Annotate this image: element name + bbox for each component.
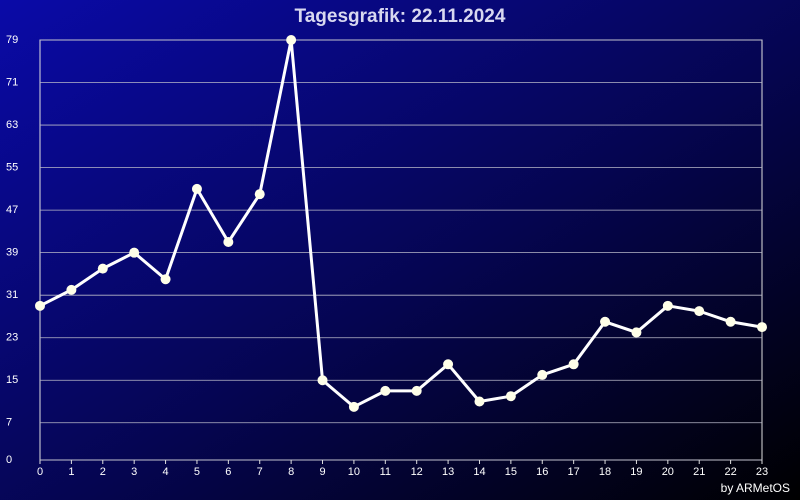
data-point [317, 375, 328, 386]
x-tick-label: 4 [163, 466, 169, 478]
data-point [411, 385, 422, 396]
data-point [380, 385, 391, 396]
x-tick-label: 1 [68, 466, 74, 478]
data-point [223, 237, 234, 248]
data-point [348, 401, 359, 412]
x-tick-label: 2 [100, 466, 106, 478]
data-point [160, 274, 171, 285]
x-tick-label: 7 [257, 466, 263, 478]
x-tick-label: 3 [131, 466, 137, 478]
data-point [191, 183, 202, 194]
y-tick-label: 71 [6, 76, 18, 88]
data-point [662, 300, 673, 311]
x-tick-label: 10 [348, 466, 360, 478]
x-tick-label: 9 [319, 466, 325, 478]
y-tick-label: 55 [6, 162, 18, 174]
data-point [757, 322, 767, 333]
y-tick-label: 31 [6, 289, 18, 301]
x-tick-label: 13 [442, 466, 454, 478]
x-tick-label: 20 [662, 466, 674, 478]
x-tick-label: 23 [756, 466, 768, 478]
data-point [600, 316, 611, 327]
data-point [474, 396, 485, 407]
data-point [66, 284, 77, 295]
data-point [505, 391, 516, 402]
x-tick-label: 16 [536, 466, 548, 478]
credit: by ARMetOS [721, 481, 790, 495]
y-tick-label: 0 [6, 454, 12, 466]
x-tick-label: 22 [724, 466, 736, 478]
y-tick-label: 79 [6, 34, 18, 46]
data-line [39, 38, 763, 409]
x-tick-label: 17 [568, 466, 580, 478]
x-tick-label: 15 [505, 466, 517, 478]
y-tick-label: 7 [6, 417, 12, 429]
y-tick-label: 39 [6, 247, 18, 259]
data-point [129, 247, 140, 258]
x-tick-label: 6 [225, 466, 231, 478]
y-tick-label: 63 [6, 119, 18, 131]
data-point [725, 316, 736, 327]
x-tick-label: 19 [630, 466, 642, 478]
data-point [254, 189, 265, 200]
x-tick-label: 14 [473, 466, 485, 478]
y-tick-label: 23 [6, 332, 18, 344]
data-point [694, 306, 705, 317]
y-tick-label: 47 [6, 204, 18, 216]
x-tick-label: 21 [693, 466, 705, 478]
chart-title: Tagesgrafik: 22.11.2024 [295, 6, 506, 27]
x-tick-label: 8 [288, 466, 294, 478]
data-point [537, 369, 548, 380]
data-point [443, 359, 454, 370]
x-tick-label: 18 [599, 466, 611, 478]
data-point [286, 35, 297, 45]
data-point [97, 263, 108, 274]
data-point [631, 327, 642, 338]
x-tick-label: 5 [194, 466, 200, 478]
x-tick-label: 11 [380, 466, 391, 478]
data-point [35, 300, 45, 311]
y-tick-label: 15 [6, 374, 18, 386]
data-point [568, 359, 579, 370]
x-tick-label: 0 [37, 466, 43, 478]
x-tick-label: 12 [411, 466, 423, 478]
